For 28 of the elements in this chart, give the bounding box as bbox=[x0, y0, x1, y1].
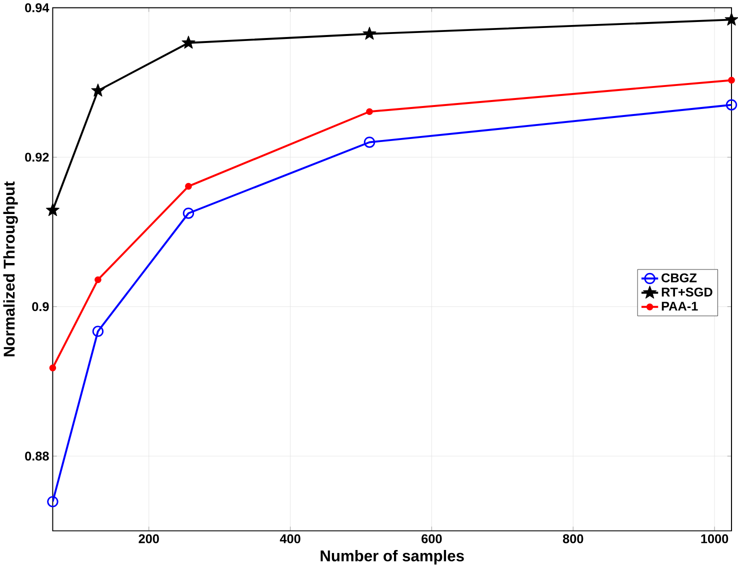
point bbox=[182, 36, 196, 49]
point bbox=[185, 183, 192, 190]
y-tick-label: 0.94 bbox=[25, 3, 50, 12]
point bbox=[366, 108, 373, 116]
point bbox=[182, 208, 194, 219]
legend-label: CBGZ bbox=[662, 273, 697, 282]
legend-label: PAA-1 bbox=[662, 302, 698, 311]
point bbox=[91, 84, 105, 97]
point bbox=[94, 276, 102, 284]
x-tick-label: 800 bbox=[562, 534, 584, 544]
x-tick-label: 1000 bbox=[701, 534, 728, 544]
x-tick-label: 200 bbox=[138, 534, 159, 544]
y-tick-label: 0.92 bbox=[25, 152, 49, 162]
point bbox=[364, 136, 376, 148]
x-tick-label: 400 bbox=[280, 534, 300, 544]
x-tick-label: 600 bbox=[422, 534, 442, 544]
point bbox=[728, 76, 735, 84]
y-tick-label: 0.9 bbox=[32, 302, 49, 312]
point bbox=[47, 496, 58, 508]
y-axis-title: Normalized Throughput bbox=[3, 182, 18, 356]
point bbox=[362, 26, 376, 40]
legend-label: RT+SGD bbox=[662, 288, 712, 297]
point bbox=[46, 203, 60, 216]
y-tick-label: 0.88 bbox=[25, 452, 49, 461]
point bbox=[92, 326, 104, 338]
point bbox=[726, 99, 738, 111]
x-axis-title: Number of samples bbox=[320, 550, 464, 565]
point bbox=[49, 364, 56, 372]
